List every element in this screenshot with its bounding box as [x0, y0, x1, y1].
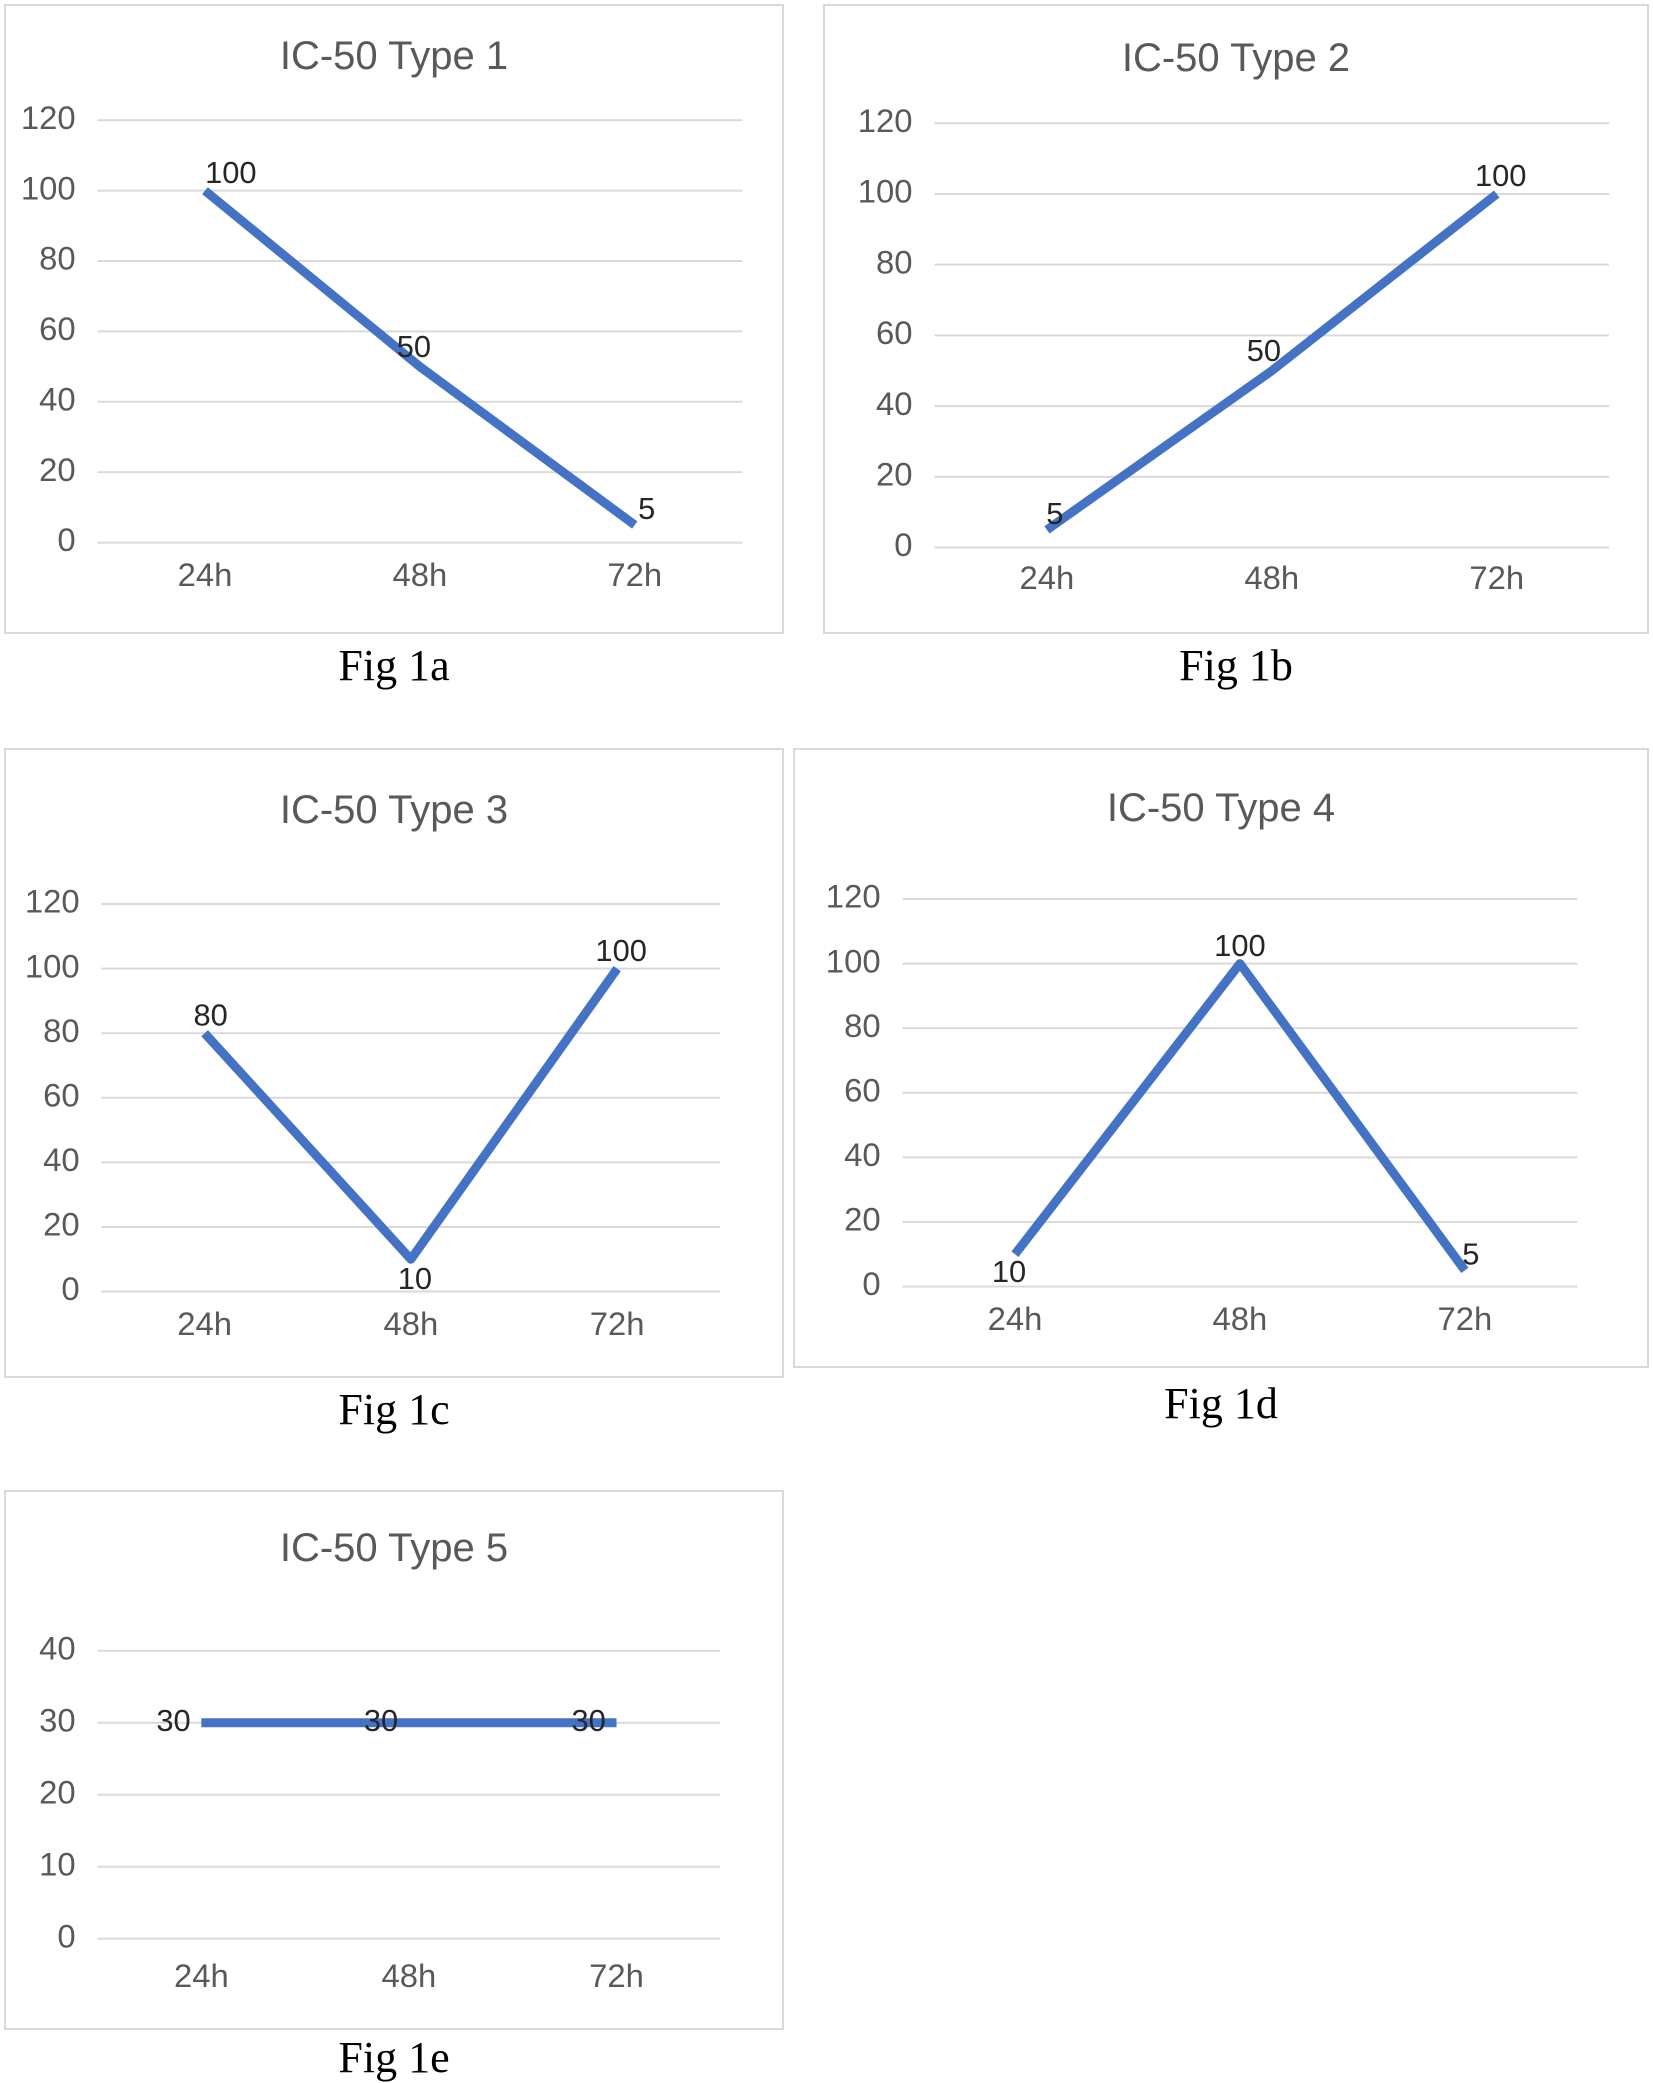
chart-title-fig1a: IC-50 Type 1 [279, 34, 509, 78]
x-axis-tick-label: 48h [392, 556, 447, 593]
y-axis-tick-label: 100 [25, 947, 80, 984]
data-point-label: 100 [1475, 158, 1526, 193]
y-axis-tick-label: 60 [876, 314, 913, 351]
data-point-label: 5 [1462, 1237, 1479, 1272]
data-point-label: 100 [1214, 928, 1265, 963]
data-point-label: 30 [572, 1703, 606, 1738]
caption-fig1a: Fig 1a [338, 641, 450, 690]
x-axis-tick-label: 72h [590, 1305, 645, 1342]
x-axis-tick-label: 48h [382, 1957, 437, 1994]
y-axis-tick-label: 80 [844, 1007, 881, 1044]
y-axis-tick-label: 0 [57, 1917, 75, 1954]
chart-panel-fig1a: IC-50 Type 1 0 20 40 60 80 100 120 100 50 5 24h 48h… [4, 4, 784, 634]
data-point-label: 5 [1046, 496, 1063, 531]
data-point-label: 30 [156, 1703, 190, 1738]
y-axis-tick-label: 0 [894, 526, 912, 563]
data-point-label: 50 [1247, 333, 1281, 368]
y-axis-tick-label: 60 [39, 310, 76, 347]
x-axis-tick-label: 72h [589, 1957, 644, 1994]
caption-fig1d: Fig 1d [1164, 1379, 1278, 1428]
caption-fig1e: Fig 1e [338, 2033, 450, 2082]
x-axis-tick-label: 72h [607, 556, 662, 593]
data-point-label: 5 [638, 491, 655, 526]
y-axis-tick-label: 80 [39, 240, 76, 277]
x-axis-tick-label: 72h [1437, 1300, 1492, 1337]
caption-fig1c: Fig 1c [338, 1385, 450, 1434]
chart-title-fig1c: IC-50 Type 3 [279, 788, 509, 832]
y-axis-tick-label: 60 [43, 1076, 80, 1113]
chart-panel-fig1c: IC-50 Type 3 0 20 40 60 80 100 120 80 10 100 24h 48… [4, 748, 784, 1378]
data-point-label: 100 [595, 933, 646, 968]
x-axis-tick-label: 24h [177, 1305, 232, 1342]
plot-area-fig1e: 0 10 20 30 40 30 30 30 24h 48h 72h [39, 1629, 721, 1994]
y-axis-tick-label: 20 [43, 1206, 80, 1243]
y-axis-tick-label: 20 [844, 1201, 881, 1238]
chart-panel-fig1e: IC-50 Type 5 0 10 20 30 40 30 30 30 24h 48h 72h [4, 1490, 784, 2030]
x-axis-tick-label: 48h [1244, 559, 1299, 596]
y-axis-tick-label: 40 [39, 1629, 76, 1666]
x-axis-tick-label: 24h [178, 556, 233, 593]
y-axis-tick-label: 120 [826, 878, 881, 915]
y-axis-tick-label: 120 [25, 883, 80, 920]
series-line [1011, 959, 1469, 1274]
x-axis-tick-label: 48h [1213, 1300, 1268, 1337]
y-axis-tick-label: 40 [844, 1136, 881, 1173]
data-point-label: 50 [397, 329, 431, 364]
y-axis-tick-label: 100 [21, 169, 76, 206]
y-axis-tick-label: 20 [39, 1773, 76, 1810]
data-point-label: 80 [193, 997, 227, 1032]
plot-area-fig1a: 0 20 40 60 80 100 120 100 50 5 24h 48h 72h [21, 99, 743, 593]
chart-title-fig1e: IC-50 Type 5 [279, 1526, 509, 1570]
y-axis-tick-label: 120 [858, 102, 913, 139]
data-point-label: 100 [205, 155, 256, 190]
chart-panel-fig1b: IC-50 Type 2 0 20 40 60 80 100 120 5 50 100 24h 48h… [823, 4, 1649, 634]
y-axis-tick-label: 40 [876, 385, 913, 422]
y-axis-tick-label: 40 [43, 1141, 80, 1178]
series-line [201, 966, 621, 1264]
y-axis-tick-label: 30 [39, 1701, 76, 1738]
chart-panel-fig1d: IC-50 Type 4 0 20 40 60 80 100 120 10 100 5 24h 48h… [793, 748, 1649, 1368]
y-axis-tick-label: 80 [43, 1012, 80, 1049]
data-point-label: 10 [992, 1254, 1026, 1289]
y-axis-tick-label: 0 [862, 1265, 880, 1302]
plot-area-fig1c: 0 20 40 60 80 100 120 80 10 100 24h 48h 72h [25, 883, 721, 1342]
x-axis-tick-label: 24h [1020, 559, 1075, 596]
x-axis-tick-label: 24h [174, 1957, 229, 1994]
y-axis-tick-label: 0 [57, 521, 75, 558]
y-axis-tick-label: 20 [876, 456, 913, 493]
y-axis-tick-label: 0 [61, 1270, 79, 1307]
series-line [202, 187, 638, 529]
plot-area-fig1b: 0 20 40 60 80 100 120 5 50 100 24h 48h 72h [858, 102, 1610, 596]
series-line [1044, 190, 1500, 534]
y-axis-tick-label: 10 [39, 1845, 76, 1882]
y-axis-tick-label: 100 [858, 173, 913, 210]
y-axis-tick-label: 80 [876, 243, 913, 280]
chart-title-fig1b: IC-50 Type 2 [1121, 36, 1351, 80]
y-axis-tick-label: 60 [844, 1071, 881, 1108]
plot-area-fig1d: 0 20 40 60 80 100 120 10 100 5 24h 48h 72h [826, 878, 1578, 1337]
x-axis-tick-label: 24h [988, 1300, 1043, 1337]
caption-fig1b: Fig 1b [1179, 641, 1293, 690]
x-axis-tick-label: 72h [1469, 559, 1524, 596]
y-axis-tick-label: 100 [826, 942, 881, 979]
y-axis-tick-label: 120 [21, 99, 76, 136]
chart-title-fig1d: IC-50 Type 4 [1106, 786, 1336, 830]
data-point-label: 10 [398, 1261, 432, 1296]
y-axis-tick-label: 40 [39, 380, 76, 417]
y-axis-tick-label: 20 [39, 451, 76, 488]
x-axis-tick-label: 48h [384, 1305, 439, 1342]
data-point-label: 30 [364, 1703, 398, 1738]
